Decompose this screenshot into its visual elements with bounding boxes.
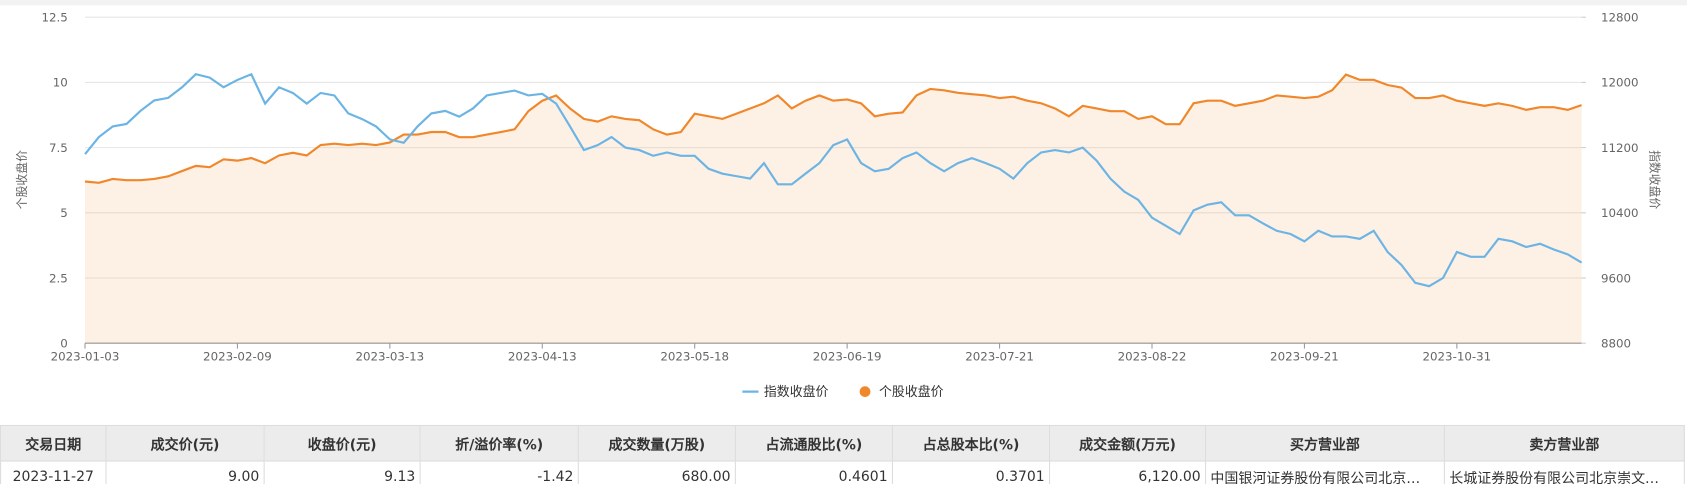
y2-axis-title: 指数收盘价	[1647, 150, 1661, 209]
x-tick-label: 2023-10-31	[1422, 349, 1491, 363]
y-tick-label: 10	[53, 76, 68, 90]
y2-tick-label: 11200	[1601, 141, 1639, 155]
y-tick-label: 0	[60, 337, 68, 351]
column-header: 成交数量(万股)	[577, 424, 736, 462]
table-cell: 680.00	[577, 460, 736, 484]
table-cell: 9.00	[105, 460, 265, 484]
table-cell: 长城证券股份有限公司北京崇文…	[1443, 460, 1685, 484]
y2-tick-label: 12000	[1601, 76, 1639, 90]
y2-tick-label: 12800	[1601, 11, 1639, 25]
x-tick-label: 2023-01-03	[51, 349, 120, 363]
legend-label[interactable]: 指数收盘价	[764, 384, 829, 400]
column-header: 卖方营业部	[1443, 424, 1685, 462]
top-bar	[0, 0, 1687, 6]
y-tick-label: 5	[60, 206, 68, 220]
legend-label[interactable]: 个股收盘价	[879, 384, 944, 400]
table-row: 2023-11-27 9.00 9.13 -1.42 680.00 0.4601 0.370…	[0, 460, 1685, 484]
x-tick-label: 2023-05-18	[660, 349, 729, 363]
y-tick-label: 2.5	[49, 271, 68, 285]
column-header: 交易日期	[0, 424, 107, 462]
line	[84, 73, 1582, 184]
area	[84, 74, 1582, 344]
x-tick-label: 2023-04-13	[508, 349, 577, 363]
column-header: 收盘价(元)	[263, 424, 421, 462]
data-table: 交易日期 成交价(元) 收盘价(元) 折/溢价率(%) 成交数量(万股) 占流通股比(%)…	[0, 424, 1685, 484]
line	[84, 72, 1583, 288]
table-cell: 9.13	[263, 460, 421, 484]
x-tick-label: 2023-07-21	[965, 349, 1034, 363]
column-header: 占流通股比(%)	[734, 424, 893, 462]
x-tick-label: 2023-06-19	[813, 349, 882, 363]
x-tick-label: 2023-09-21	[1270, 349, 1339, 363]
column-header: 成交金额(万元)	[1049, 424, 1207, 462]
chart: 个股收盘价 指数收盘价 0 2.5 5 7.5 10 12.5 8800 9600 10400 1…	[0, 0, 1687, 400]
column-header: 成交价(元)	[105, 424, 265, 462]
table-cell: 中国银河证券股份有限公司北京…	[1205, 460, 1445, 484]
y2-tick-label: 10400	[1601, 206, 1639, 220]
table-cell: 0.3701	[891, 460, 1051, 484]
y2-tick-label: 8800	[1601, 337, 1631, 351]
header-row: 交易日期 成交价(元) 收盘价(元) 折/溢价率(%) 成交数量(万股) 占流通股比(%)…	[0, 424, 1685, 462]
table-cell: 6,120.00	[1049, 460, 1207, 484]
y-tick-label: 7.5	[49, 141, 68, 155]
x-tick-label: 2023-08-22	[1118, 349, 1187, 363]
column-header: 占总股本比(%)	[891, 424, 1051, 462]
column-header: 折/溢价率(%)	[419, 424, 579, 462]
legend-marker[interactable]	[859, 386, 871, 398]
x-tick-label: 2023-02-09	[203, 349, 272, 363]
y-tick-label: 12.5	[41, 11, 67, 25]
table-cell: 0.4601	[734, 460, 893, 484]
x-tick-label: 2023-03-13	[355, 349, 424, 363]
y2-tick-label: 9600	[1601, 271, 1631, 285]
y-axis-title: 个股收盘价	[15, 150, 29, 209]
table-cell: 2023-11-27	[0, 460, 107, 484]
column-header: 买方营业部	[1205, 424, 1445, 462]
table-cell: -1.42	[419, 460, 579, 484]
